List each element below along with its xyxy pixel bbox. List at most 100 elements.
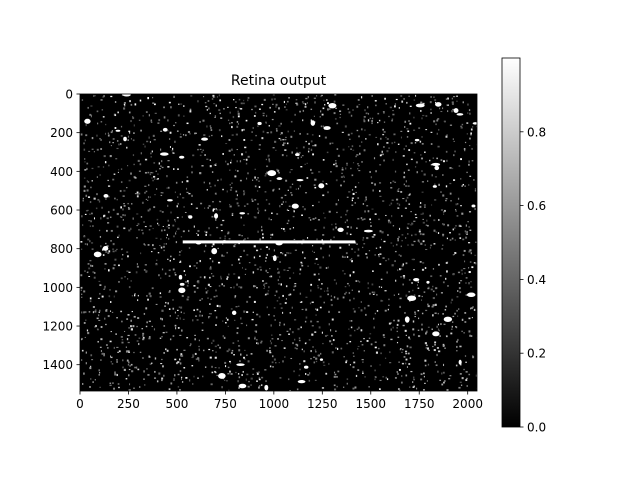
speckle [238, 380, 239, 382]
speckle [406, 295, 408, 297]
speckle [228, 349, 230, 351]
speckle [315, 358, 317, 360]
speckle [305, 192, 307, 193]
speckle [299, 273, 301, 274]
speckle [234, 244, 236, 245]
speckle [402, 349, 404, 350]
speckle [129, 369, 131, 370]
speckle [411, 211, 412, 212]
speckle [383, 111, 385, 112]
speckle [143, 370, 144, 372]
speckle [404, 121, 406, 123]
speckle [362, 344, 364, 345]
bright-blob [236, 363, 244, 366]
speckle [406, 359, 408, 361]
speckle [197, 230, 199, 232]
speckle [257, 373, 259, 375]
speckle [230, 189, 232, 191]
speckle [256, 287, 257, 288]
speckle [322, 181, 323, 183]
speckle [449, 183, 451, 184]
speckle [380, 230, 382, 232]
speckle [115, 101, 116, 102]
speckle [210, 165, 212, 167]
speckle [450, 333, 452, 335]
speckle [239, 360, 241, 362]
speckle [307, 374, 309, 376]
bright-blob [267, 170, 276, 176]
speckle [369, 218, 371, 220]
speckle [318, 287, 320, 289]
speckle [447, 104, 449, 105]
speckle [474, 262, 476, 264]
speckle [133, 132, 135, 134]
speckle [244, 350, 245, 351]
speckle [131, 364, 133, 366]
speckle [462, 239, 464, 241]
speckle [384, 131, 386, 133]
bright-blob [167, 199, 173, 201]
speckle [414, 316, 416, 317]
speckle [135, 103, 137, 105]
speckle [310, 169, 312, 171]
speckle [186, 192, 188, 193]
speckle [246, 159, 248, 161]
bright-blob [292, 204, 299, 209]
speckle [453, 141, 454, 142]
speckle [118, 169, 119, 170]
speckle [320, 307, 322, 309]
speckle [90, 220, 92, 222]
speckle [138, 229, 140, 231]
speckle [183, 350, 185, 351]
speckle [357, 369, 359, 370]
speckle [265, 173, 266, 175]
speckle [212, 350, 213, 351]
speckle [398, 362, 400, 363]
speckle [219, 209, 220, 211]
speckle [335, 108, 337, 109]
speckle [183, 313, 184, 314]
speckle [269, 352, 271, 353]
speckle [129, 286, 131, 288]
speckle [176, 318, 178, 319]
speckle [204, 276, 206, 278]
speckle [426, 347, 428, 348]
speckle [115, 158, 117, 159]
speckle [363, 338, 364, 339]
speckle [173, 125, 175, 126]
speckle [376, 294, 377, 296]
speckle [464, 149, 465, 151]
speckle [118, 172, 119, 173]
speckle [364, 109, 365, 111]
speckle [96, 135, 97, 137]
speckle [285, 195, 287, 196]
speckle [399, 204, 400, 206]
speckle [271, 324, 272, 326]
speckle [320, 110, 321, 112]
speckle [455, 225, 456, 227]
speckle [120, 143, 121, 144]
speckle [237, 160, 238, 162]
speckle [388, 147, 390, 148]
speckle [456, 326, 457, 328]
speckle [408, 337, 410, 339]
speckle [410, 106, 412, 107]
speckle [256, 314, 258, 316]
speckle [474, 208, 475, 210]
speckle [472, 160, 474, 161]
speckle [335, 163, 337, 165]
speckle [445, 200, 447, 201]
speckle [461, 269, 463, 271]
speckle [386, 377, 387, 379]
speckle [342, 167, 343, 168]
speckle [439, 380, 441, 381]
speckle [460, 382, 462, 383]
speckle [251, 140, 253, 141]
speckle [89, 240, 90, 242]
speckle [328, 363, 329, 365]
speckle [227, 163, 229, 165]
speckle [420, 233, 422, 235]
speckle [257, 343, 259, 345]
speckle [247, 213, 249, 214]
speckle [433, 96, 435, 97]
